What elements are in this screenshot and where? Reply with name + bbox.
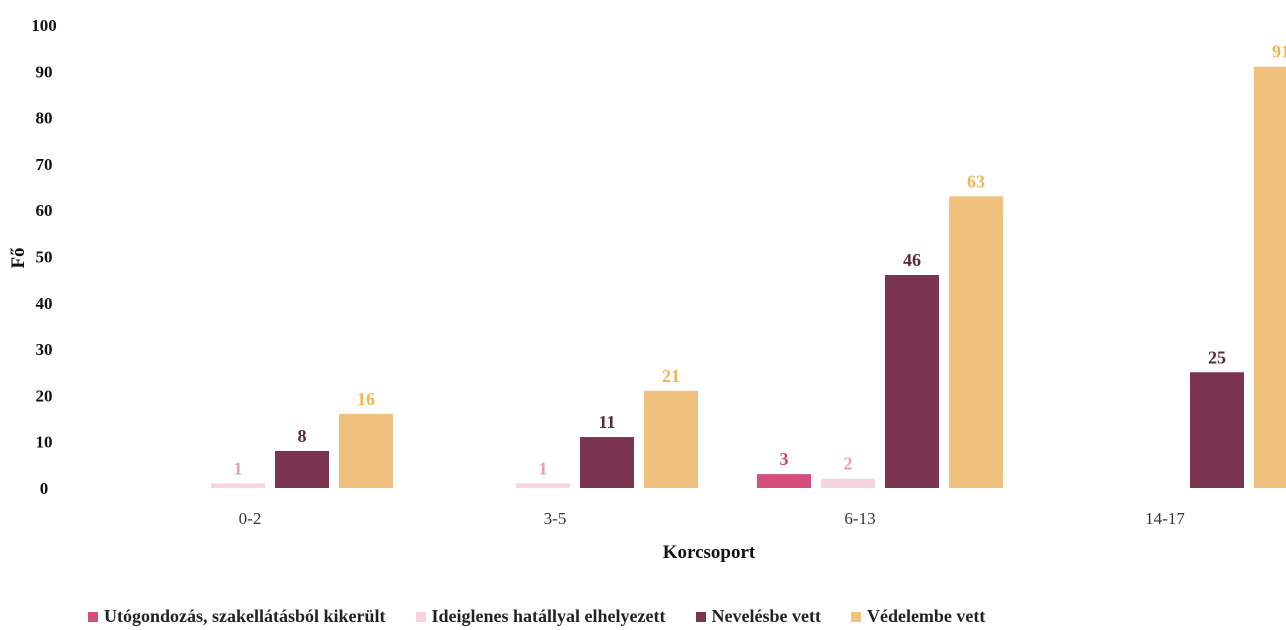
y-tick-label: 30 — [36, 340, 53, 359]
legend-label: Védelembe vett — [866, 606, 986, 626]
legend: Utógondozás, szakellátásból kikerült Idei… — [88, 606, 985, 627]
y-axis-ticks: 0 10 20 30 40 50 60 70 80 90 100 — [31, 16, 57, 498]
legend-item: Ideiglenes hatállyal elhelyezett — [415, 606, 666, 627]
y-tick-label: 60 — [36, 201, 53, 220]
bar — [339, 413, 393, 488]
bar — [516, 483, 570, 488]
bar — [885, 275, 939, 488]
legend-swatch — [695, 611, 706, 622]
y-tick-label: 40 — [36, 294, 53, 313]
bar — [1190, 372, 1244, 488]
legend-item: Védelembe vett — [850, 606, 986, 627]
data-label: 63 — [967, 171, 985, 191]
x-tick-label: 3-5 — [544, 509, 567, 528]
bars — [211, 66, 1286, 489]
data-label: 1 — [234, 458, 243, 478]
bar — [757, 474, 811, 488]
x-axis-title: Korcsoport — [663, 542, 756, 563]
data-label: 11 — [598, 412, 615, 432]
x-axis-ticks: 0-2 3-5 6-13 14-17 — [239, 509, 1186, 528]
y-tick-label: 0 — [40, 479, 49, 498]
data-label: 91 — [1272, 42, 1286, 62]
bar — [275, 450, 329, 488]
bar — [211, 483, 265, 488]
data-label: 46 — [903, 250, 921, 270]
legend-label: Nevelésbe vett — [711, 606, 821, 626]
x-tick-label: 14-17 — [1145, 509, 1185, 528]
x-tick-label: 6-13 — [844, 509, 875, 528]
data-label: 8 — [298, 426, 307, 446]
bar — [1254, 66, 1286, 489]
y-axis-title: Fő — [8, 247, 29, 268]
legend-swatch — [850, 611, 861, 622]
y-tick-label: 10 — [36, 433, 53, 452]
data-label: 1 — [539, 458, 548, 478]
legend-item: Nevelésbe vett — [695, 606, 821, 627]
legend-item: Utógondozás, szakellátásból kikerült — [88, 606, 386, 627]
y-tick-label: 80 — [36, 109, 53, 128]
legend-swatch — [88, 611, 98, 622]
bar — [580, 437, 634, 488]
data-label: 16 — [357, 389, 375, 409]
y-tick-label: 70 — [36, 155, 53, 174]
legend-label: Utógondozás, szakellátásból kikerült — [104, 606, 386, 626]
y-tick-label: 90 — [36, 62, 53, 81]
data-label: 21 — [662, 366, 680, 386]
bar — [821, 478, 875, 488]
y-tick-label: 50 — [36, 248, 53, 267]
y-tick-label: 20 — [36, 386, 53, 405]
data-label: 3 — [780, 449, 789, 469]
data-label: 25 — [1208, 347, 1226, 367]
y-tick-label: 100 — [31, 16, 57, 35]
data-label: 2 — [844, 454, 853, 474]
bar — [949, 196, 1003, 488]
legend-label: Ideiglenes hatállyal elhelyezett — [431, 606, 666, 626]
legend-swatch — [415, 611, 426, 622]
bar — [644, 390, 698, 488]
x-tick-label: 0-2 — [239, 509, 262, 528]
